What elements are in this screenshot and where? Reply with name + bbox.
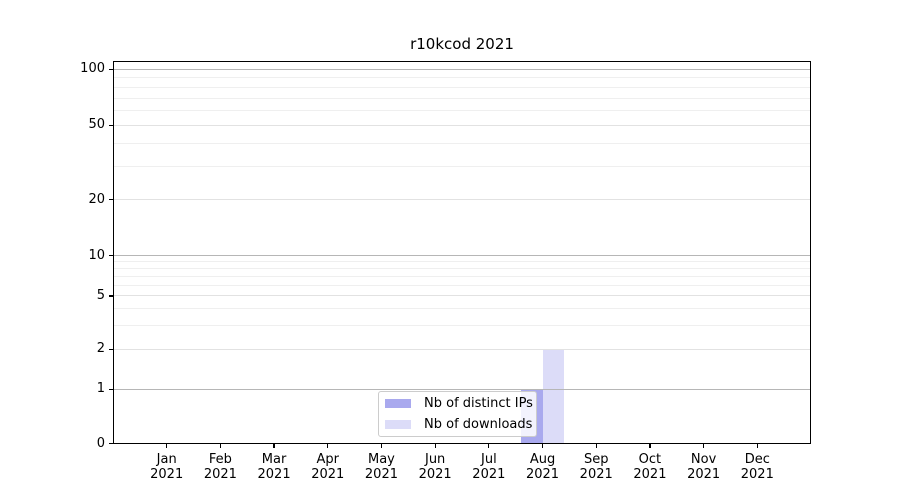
gridline-minor bbox=[113, 275, 811, 277]
x-tick-label: Mar 2021 bbox=[257, 451, 291, 483]
y-tick-label: 100 bbox=[80, 61, 105, 77]
y-tick-label: 10 bbox=[88, 247, 105, 263]
y-tick bbox=[109, 199, 113, 201]
x-tick-label: May 2021 bbox=[364, 451, 398, 483]
y-tick bbox=[109, 68, 113, 70]
x-tick bbox=[488, 443, 490, 448]
legend-label-downloads: Nb of downloads bbox=[424, 417, 533, 432]
x-tick-label: Jun 2021 bbox=[418, 451, 452, 483]
x-tick bbox=[434, 443, 436, 448]
legend-swatch-distinct-ips bbox=[385, 399, 411, 408]
legend-item-distinct-ips: Nb of distinct IPs bbox=[385, 395, 533, 413]
x-tick bbox=[166, 443, 168, 448]
x-tick-label: Feb 2021 bbox=[203, 451, 237, 483]
plot-frame bbox=[113, 61, 811, 444]
x-tick-label: Jan 2021 bbox=[150, 451, 184, 483]
x-tick bbox=[327, 443, 329, 448]
gridline-major bbox=[113, 348, 811, 350]
x-tick bbox=[703, 443, 705, 448]
gridline-minor bbox=[113, 261, 811, 263]
legend-label-distinct-ips: Nb of distinct IPs bbox=[424, 396, 533, 411]
y-tick-label: 0 bbox=[96, 435, 105, 451]
gridline-decade bbox=[113, 68, 811, 70]
y-tick-label: 50 bbox=[88, 117, 105, 133]
legend-swatch-downloads bbox=[385, 420, 411, 429]
legend-item-downloads: Nb of downloads bbox=[385, 416, 533, 434]
bar-downloads bbox=[542, 349, 565, 444]
x-tick bbox=[219, 443, 221, 448]
x-tick-label: Aug 2021 bbox=[525, 451, 560, 483]
gridline-major bbox=[113, 199, 811, 201]
y-tick bbox=[109, 295, 113, 297]
x-tick-label: Nov 2021 bbox=[687, 451, 721, 483]
y-tick-label: 2 bbox=[96, 341, 105, 357]
x-tick-label: Sep 2021 bbox=[579, 451, 613, 483]
gridline-minor bbox=[113, 325, 811, 327]
chart-title: r10kcod 2021 bbox=[410, 35, 514, 53]
gridline-minor bbox=[113, 284, 811, 286]
gridline-minor bbox=[113, 268, 811, 270]
y-tick-label: 20 bbox=[88, 191, 105, 207]
gridline-minor bbox=[113, 110, 811, 112]
gridline-minor bbox=[113, 86, 811, 88]
gridline-decade bbox=[113, 255, 811, 257]
gridline-minor bbox=[113, 143, 811, 145]
y-tick bbox=[109, 124, 113, 127]
y-tick-label: 5 bbox=[96, 287, 105, 303]
x-tick bbox=[756, 443, 758, 448]
y-tick bbox=[109, 348, 113, 350]
gridline-decade bbox=[113, 388, 811, 390]
x-tick bbox=[541, 443, 544, 448]
x-tick bbox=[380, 443, 383, 448]
y-tick bbox=[109, 255, 113, 257]
y-tick-label: 1 bbox=[96, 381, 105, 397]
gridline-minor bbox=[113, 77, 811, 79]
x-tick bbox=[595, 443, 597, 448]
gridline-minor bbox=[113, 166, 811, 168]
x-tick-label: Dec 2021 bbox=[740, 451, 774, 483]
gridline-major bbox=[113, 124, 811, 126]
x-tick-label: Oct 2021 bbox=[633, 451, 667, 483]
y-tick bbox=[109, 388, 113, 391]
y-tick bbox=[109, 442, 113, 445]
legend: Nb of distinct IPs Nb of downloads bbox=[378, 391, 537, 437]
x-tick-label: Apr 2021 bbox=[311, 451, 345, 483]
gridline-minor bbox=[113, 308, 811, 310]
gridline-minor bbox=[113, 97, 811, 99]
gridline-major bbox=[113, 295, 811, 297]
x-tick bbox=[649, 443, 651, 448]
x-tick-label: Jul 2021 bbox=[472, 451, 506, 483]
x-tick bbox=[273, 443, 275, 448]
